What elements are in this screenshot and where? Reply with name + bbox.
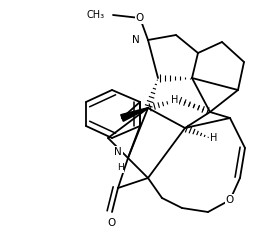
Polygon shape (121, 108, 148, 121)
Text: H: H (210, 133, 217, 143)
Text: O: O (226, 195, 234, 205)
Text: O: O (136, 13, 144, 23)
Text: O: O (108, 218, 116, 228)
Text: H: H (117, 164, 123, 173)
Text: CH₃: CH₃ (87, 10, 105, 20)
Text: H: H (171, 95, 178, 105)
Text: N: N (132, 35, 140, 45)
Text: N: N (114, 147, 122, 157)
